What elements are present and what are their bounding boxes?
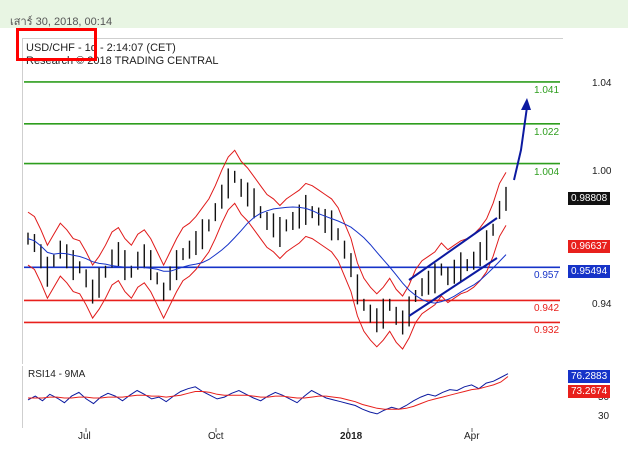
level-label: 0.957 [534,270,560,282]
highlight-box [16,28,97,61]
y-tick-label: 1.04 [592,78,612,90]
moving-average-line [27,206,507,304]
level-label: 1.004 [534,166,560,178]
instrument-header: USD/CHF - 1d - 2:14:07 (CET) [26,42,176,54]
channel-lower-line [408,257,498,317]
main-chart-panel [22,38,563,364]
rsi-value-tag: 76.2883 [568,370,611,383]
price-tag: 0.98808 [568,191,611,205]
timestamp-text: เสาร์ 30, 2018, 00:14 [10,16,113,28]
level-label: 0.932 [534,325,560,337]
rsi-ma-line [28,376,509,410]
level-label: 1.022 [534,126,560,138]
lower-band [27,202,507,350]
channel-upper-line [408,217,498,281]
rsi-ma-value-tag: 73.2674 [568,385,611,398]
x-tick-label: Jul [78,431,91,442]
arrowhead-icon [521,98,531,110]
x-tick-label: 2018 [340,431,363,442]
y-tick-label: 1.00 [592,166,612,178]
price-tag: 0.96637 [568,239,611,253]
x-tick-label: Apr [464,431,480,442]
x-tick-label: Oct [208,431,224,442]
level-label: 0.942 [534,303,560,315]
projection-arrow [513,106,528,181]
price-tag: 0.95494 [568,264,611,278]
top-strip [0,0,628,28]
rsi-title: RSI14 - 9MA [28,369,86,380]
rsi-y-tick-label: 30 [598,410,610,422]
rsi-line [27,373,509,415]
upper-band [27,149,507,297]
level-label: 1.041 [534,84,560,96]
y-tick-label: 0.94 [592,298,612,310]
